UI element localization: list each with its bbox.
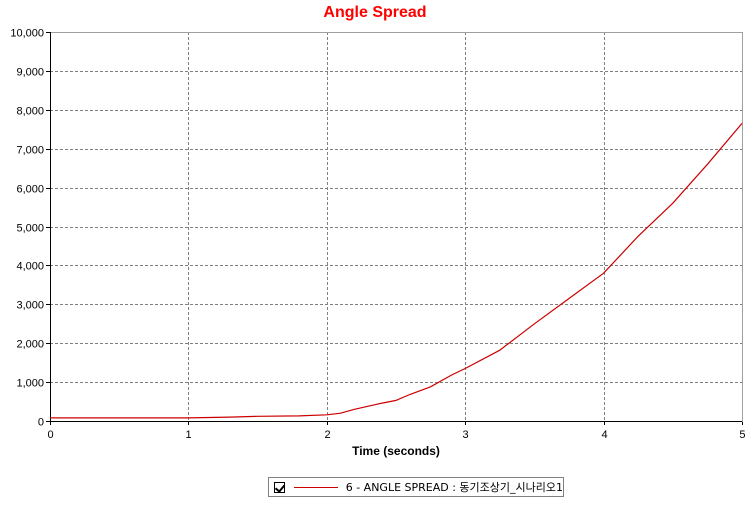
legend-series-swatch bbox=[293, 486, 338, 488]
y-tick-label: 2,000 bbox=[16, 339, 44, 351]
y-tick-label: 6,000 bbox=[16, 184, 44, 196]
y-tick-label: 9,000 bbox=[16, 67, 44, 79]
y-tick-label: 0 bbox=[38, 417, 44, 429]
grid-layer bbox=[50, 32, 742, 421]
legend-checkbox[interactable] bbox=[274, 481, 285, 493]
x-tick-label: 5 bbox=[739, 429, 745, 441]
x-axis-label: Time (seconds) bbox=[352, 444, 440, 458]
axis-layer bbox=[46, 32, 743, 425]
y-tick-label: 8,000 bbox=[16, 106, 44, 118]
x-tick-label: 4 bbox=[601, 429, 607, 441]
y-tick-label: 4,000 bbox=[16, 261, 44, 273]
y-tick-label: 3,000 bbox=[16, 300, 44, 312]
y-tick-label: 1,000 bbox=[16, 378, 44, 390]
legend-series-label: 6 - ANGLE SPREAD : 동기조상기_시나리오1 bbox=[345, 481, 563, 494]
series-line bbox=[50, 123, 743, 419]
series-layer bbox=[50, 123, 743, 419]
x-tick-label: 1 bbox=[185, 429, 191, 441]
x-tick-label: 0 bbox=[47, 429, 53, 441]
y-tick-label: 5,000 bbox=[16, 223, 44, 235]
x-tick-label: 3 bbox=[462, 429, 468, 441]
tick-labels: 0 1,000 2,000 3,000 4,000 5,000 6,000 7,000 8,00… bbox=[10, 28, 745, 442]
chart-title: Angle Spread bbox=[323, 4, 427, 21]
y-tick-label: 7,000 bbox=[16, 145, 44, 157]
y-tick-label: 10,000 bbox=[10, 28, 44, 40]
x-tick-label: 2 bbox=[324, 429, 330, 441]
legend: 6 - ANGLE SPREAD : 동기조상기_시나리오1 bbox=[268, 477, 564, 497]
